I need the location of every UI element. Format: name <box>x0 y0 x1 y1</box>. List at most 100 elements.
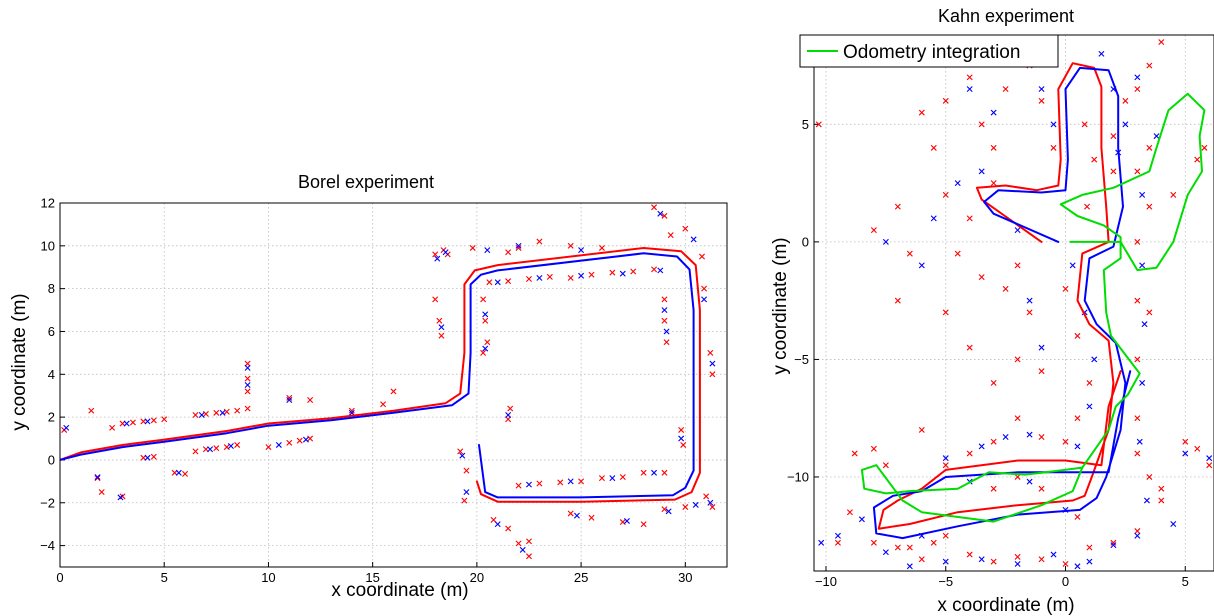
blue-landmark-point <box>609 475 616 482</box>
blue-landmark-point <box>623 517 630 524</box>
blue-landmark-point <box>459 452 466 459</box>
red-landmark-point <box>192 411 199 418</box>
red-landmark-point <box>870 445 877 452</box>
red-landmark-point <box>846 509 853 516</box>
blue-landmark-point <box>1038 86 1045 93</box>
red-landmark-point <box>609 269 616 276</box>
blue-landmark-point <box>657 267 664 274</box>
red-landmark-point <box>990 558 997 565</box>
blue-landmark-point <box>966 86 973 93</box>
kahn-ylabel: y coordinate (m) <box>770 237 791 374</box>
red-landmark-point <box>1158 39 1165 46</box>
red-landmark-point <box>954 250 961 257</box>
red-landmark-point <box>484 339 491 346</box>
blue-landmark-point <box>1002 434 1009 440</box>
blue-landmark-point <box>661 307 668 314</box>
red-landmark-point <box>1122 97 1129 104</box>
blue-landmark-point <box>663 328 670 335</box>
red-landmark-point <box>436 317 443 324</box>
red-landmark-point <box>98 489 105 496</box>
red-landmark-point <box>906 544 913 551</box>
red-landmark-point <box>661 317 668 324</box>
red-landmark-point <box>109 424 116 431</box>
blue-landmark-point <box>1182 450 1189 457</box>
red-landmark-point <box>244 388 251 395</box>
red-landmark-point <box>1014 415 1021 422</box>
red-landmark-point <box>1074 415 1081 422</box>
red-landmark-point <box>432 296 439 303</box>
blue-landmark-point <box>219 409 226 416</box>
red-landmark-point <box>588 271 595 278</box>
red-landmark-point <box>990 438 997 445</box>
red-landmark-point <box>661 212 668 219</box>
red-landmark-point <box>390 388 397 395</box>
blue-landmark-point <box>482 345 489 352</box>
red-landmark-point <box>469 244 476 251</box>
red-landmark-point <box>1146 144 1153 151</box>
red-landmark-point <box>536 480 543 487</box>
red-landmark-point <box>525 538 532 545</box>
blue-landmark-point <box>834 532 841 539</box>
red-landmark-point <box>990 180 997 187</box>
blue-landmark-point <box>1074 443 1081 450</box>
red-landmark-point <box>990 379 997 386</box>
red-landmark-point <box>578 478 585 485</box>
red-landmark-point <box>942 462 949 469</box>
red-landmark-point <box>505 525 512 532</box>
red-landmark-point <box>1134 450 1141 457</box>
blue-landmark-point <box>482 311 489 318</box>
red-landmark-point <box>1110 168 1117 175</box>
red-landmark-point <box>182 470 189 477</box>
x-tick-label: −5 <box>938 574 953 589</box>
y-tick-label: 8 <box>48 281 55 296</box>
red-landmark-point <box>515 482 522 489</box>
red-landmark-point <box>1110 133 1117 140</box>
blue-landmark-point <box>302 436 309 443</box>
red-landmark-point <box>192 448 199 455</box>
red-landmark-point <box>598 475 605 482</box>
red-landmark-point <box>661 469 668 476</box>
blue-landmark-point <box>494 279 501 286</box>
blue-landmark-point <box>515 242 522 249</box>
blue-landmark-point <box>198 411 205 418</box>
red-landmark-point <box>515 540 522 547</box>
y-tick-label: 0 <box>48 452 55 467</box>
red-landmark-point <box>567 274 574 281</box>
y-tick-label: −4 <box>40 538 55 553</box>
blue-trajectory-line <box>872 66 1132 540</box>
data-layer <box>815 39 1213 570</box>
red-landmark-point <box>1134 238 1141 245</box>
red-landmark-point <box>1170 191 1177 198</box>
red-landmark-point <box>223 444 230 451</box>
red-landmark-point <box>906 250 913 257</box>
red-landmark-point <box>703 493 710 500</box>
red-landmark-point <box>870 539 877 546</box>
red-landmark-point <box>1084 203 1091 210</box>
red-landmark-point <box>942 532 949 539</box>
red-landmark-point <box>244 360 251 367</box>
blue-landmark-point <box>1026 478 1033 485</box>
y-tick-label: 10 <box>41 238 55 253</box>
red-landmark-point <box>1050 144 1057 151</box>
blue-landmark-point <box>1143 497 1150 504</box>
blue-landmark-point <box>1091 356 1098 363</box>
red-landmark-point <box>1026 309 1033 316</box>
blue-landmark-point <box>463 489 470 496</box>
red-landmark-point <box>1038 556 1045 563</box>
red-landmark-point <box>1110 539 1117 546</box>
red-landmark-point <box>588 514 595 521</box>
red-landmark-point <box>567 510 574 517</box>
plot-area <box>60 203 727 567</box>
blue-landmark-point <box>1074 563 1081 570</box>
red-landmark-point <box>640 469 647 476</box>
y-tick-label: −5 <box>794 352 809 367</box>
blue-landmark-point <box>536 274 543 281</box>
red-landmark-point <box>942 191 949 198</box>
red-landmark-point <box>918 426 925 433</box>
red-landmark-point <box>707 349 714 356</box>
blue-landmark-point <box>1086 558 1093 565</box>
red-landmark-point <box>815 121 822 128</box>
blue-landmark-point <box>175 469 182 476</box>
red-landmark-point <box>202 410 209 417</box>
red-landmark-point <box>894 297 901 304</box>
